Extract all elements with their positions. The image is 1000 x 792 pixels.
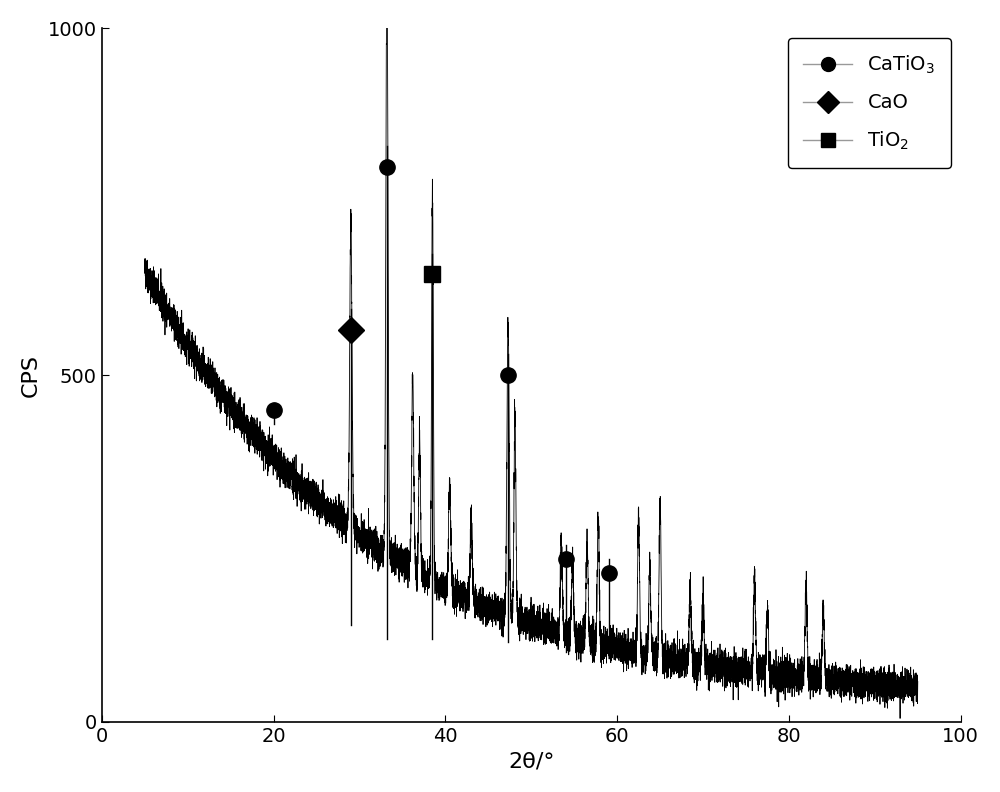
Y-axis label: CPS: CPS xyxy=(21,353,41,397)
X-axis label: 2θ/°: 2θ/° xyxy=(508,751,554,771)
Legend: CaTiO$_3$, CaO, TiO$_2$: CaTiO$_3$, CaO, TiO$_2$ xyxy=(788,38,951,168)
